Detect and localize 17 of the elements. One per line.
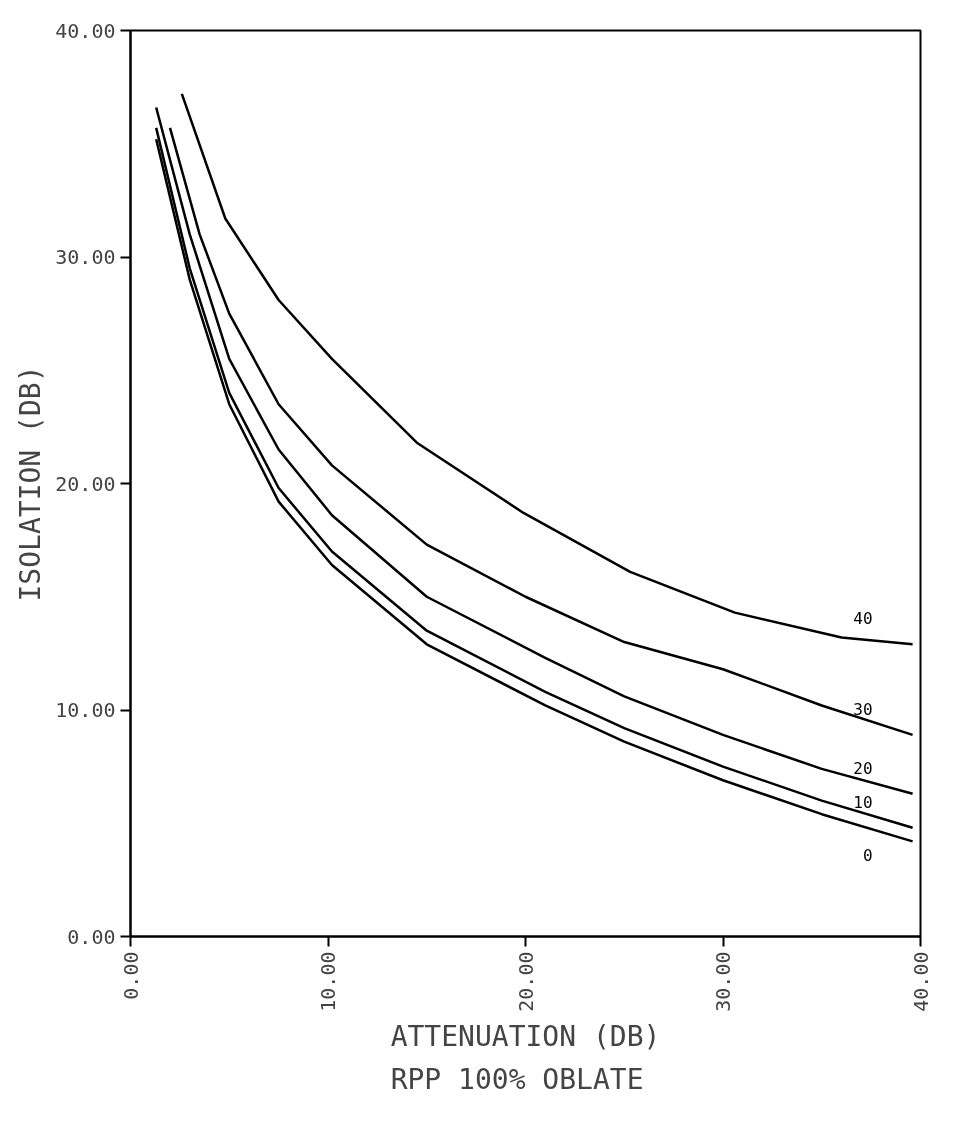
y-tick-label: 40.00 [55,18,116,43]
series-label: 30 [853,699,873,719]
series-label: 0 [862,846,873,866]
series-label: 20 [853,758,873,778]
x-tick-label: 10.00 [316,951,340,1012]
x-tick-label: 30.00 [711,951,735,1012]
x-axis-title: ATTENUATION (DB) [390,1019,661,1053]
y-tick-label: 20.00 [55,471,116,496]
y-tick-label: 30.00 [55,245,116,269]
y-axis-title: ISOLATION (DB) [14,365,48,602]
series-label: 10 [853,792,873,812]
y-tick-label: 10.00 [55,698,116,722]
y-tick-label: 0.00 [67,924,116,949]
text: RPP 100% OBLATE [390,1062,644,1096]
series-label: 40 [853,609,873,629]
x-tick-label: 40.00 [908,951,933,1012]
x-tick-label: 20.00 [513,951,538,1012]
